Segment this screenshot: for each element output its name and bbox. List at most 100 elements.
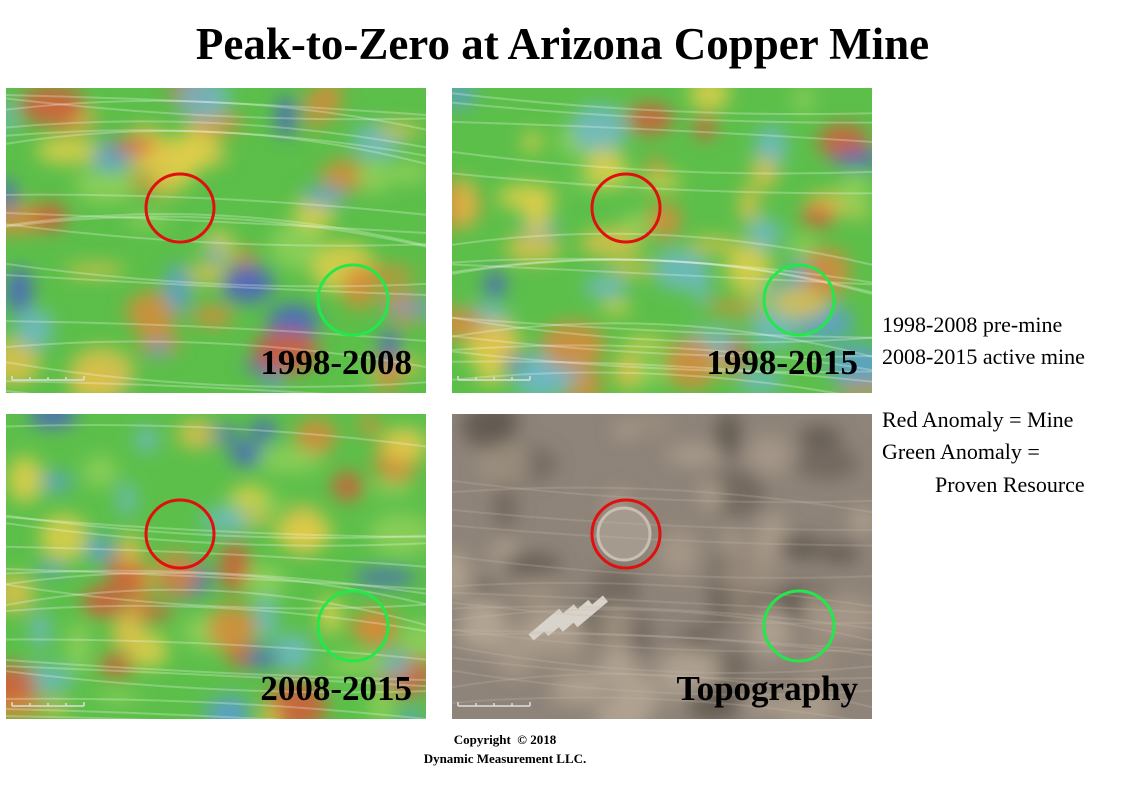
blob — [727, 599, 753, 613]
blob — [200, 702, 246, 719]
blob — [522, 131, 542, 154]
blob — [452, 88, 476, 109]
panel-image — [6, 88, 426, 393]
blob — [631, 415, 671, 433]
blob — [519, 573, 556, 611]
blob — [483, 271, 507, 299]
blob — [751, 521, 790, 565]
blob — [376, 122, 422, 137]
blob — [111, 138, 157, 154]
blob — [144, 136, 207, 177]
texture — [452, 258, 872, 295]
blobs — [6, 88, 426, 393]
blob — [777, 535, 825, 560]
blob — [321, 88, 341, 122]
blob — [387, 161, 426, 185]
blob — [744, 692, 799, 715]
blob — [808, 596, 872, 641]
blob — [671, 631, 711, 644]
texture — [452, 696, 856, 719]
blob — [256, 445, 324, 474]
blob — [221, 264, 274, 304]
blob — [615, 672, 661, 719]
blob — [692, 257, 710, 307]
blob — [331, 471, 363, 501]
blob — [583, 275, 629, 299]
blob — [114, 610, 144, 650]
blob — [398, 621, 426, 659]
blob — [370, 684, 394, 719]
blob — [36, 137, 99, 165]
blob — [648, 201, 681, 240]
resource-circle — [316, 263, 390, 337]
blob — [715, 414, 742, 459]
texture — [6, 380, 326, 393]
blob — [498, 553, 562, 576]
blob — [295, 417, 337, 454]
blob — [400, 708, 423, 719]
texture — [6, 320, 426, 343]
blob — [477, 442, 532, 485]
blob — [176, 419, 217, 449]
blob — [125, 291, 178, 333]
texture — [452, 232, 872, 266]
blob — [301, 186, 347, 207]
blob — [700, 482, 723, 509]
blob — [369, 480, 414, 496]
blob — [477, 360, 505, 385]
blob — [540, 321, 606, 370]
texture — [6, 340, 426, 369]
blob — [369, 513, 426, 556]
blob — [250, 419, 277, 442]
blob — [612, 424, 639, 437]
blob — [601, 300, 631, 315]
blob — [34, 562, 69, 575]
texture — [6, 707, 284, 719]
blob — [746, 436, 792, 474]
company: Dynamic Measurement LLC. — [423, 751, 587, 766]
topography-panel: Topography — [452, 414, 872, 719]
blob — [585, 148, 627, 188]
blob — [270, 221, 323, 270]
texture — [452, 581, 872, 608]
blob — [118, 533, 142, 568]
blob — [272, 520, 335, 545]
blob — [39, 514, 89, 561]
texture — [452, 486, 872, 514]
blob — [689, 88, 730, 111]
blob — [614, 351, 641, 391]
blob — [828, 343, 872, 390]
blob — [630, 611, 653, 656]
blob — [82, 455, 118, 488]
blob — [750, 309, 798, 348]
texture — [452, 322, 872, 358]
blob — [207, 604, 257, 652]
blob — [818, 124, 869, 160]
blob — [579, 228, 642, 258]
blob — [657, 649, 722, 694]
panel-label: 1998-2015 — [706, 343, 858, 382]
texture — [6, 129, 426, 157]
texture — [6, 212, 426, 235]
blob — [455, 177, 475, 228]
blob — [38, 472, 73, 492]
blob — [452, 307, 485, 340]
blob — [462, 594, 504, 645]
texture — [6, 545, 426, 568]
blob — [353, 265, 415, 283]
blob — [801, 204, 835, 228]
blob — [709, 599, 731, 635]
texture — [6, 568, 426, 591]
texture — [6, 638, 426, 661]
blob — [255, 595, 277, 640]
texture — [6, 97, 426, 121]
blob — [722, 527, 742, 558]
texture — [452, 555, 872, 579]
blob — [6, 663, 37, 702]
texture — [452, 101, 872, 124]
blob — [626, 103, 674, 134]
blob — [231, 485, 268, 506]
texture — [452, 257, 872, 284]
blob — [82, 585, 124, 618]
texture — [452, 605, 872, 630]
